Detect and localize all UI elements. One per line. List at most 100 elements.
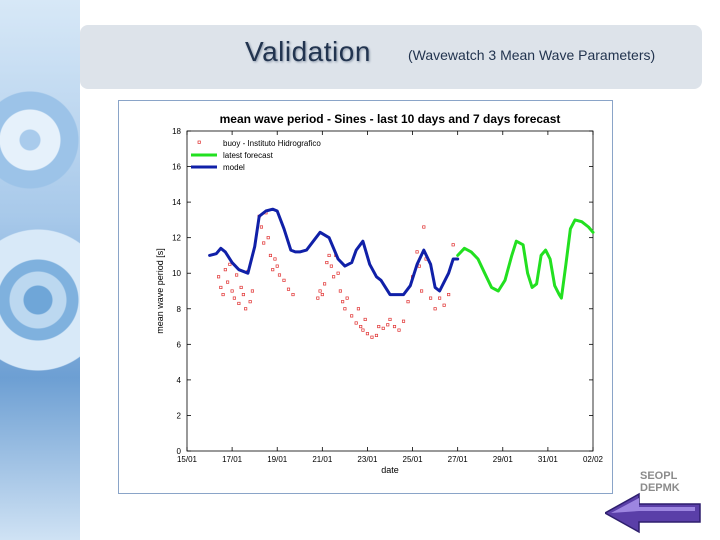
buoy-point [266, 236, 270, 240]
x-tick-label: 17/01 [222, 455, 243, 464]
wave-period-chart: 0 2 4 6 8 10 12 14 16 18 15/01 17/01 19/01 21/01 23/01… [155, 112, 604, 475]
buoy-point [259, 225, 263, 229]
buoy-point [356, 307, 360, 311]
x-tick-label: 02/02 [583, 455, 604, 464]
buoy-point [447, 293, 451, 297]
y-tick-label: 4 [177, 376, 182, 385]
x-tick-label: 29/01 [493, 455, 514, 464]
y-tick-label: 14 [172, 198, 181, 207]
buoy-point [291, 293, 295, 297]
buoy-point [327, 253, 331, 257]
buoy-point [325, 261, 329, 265]
buoy-point [422, 225, 426, 229]
buoy-point [381, 326, 385, 330]
buoy-point [420, 289, 424, 293]
buoy-point [388, 317, 392, 321]
y-tick-label: 12 [172, 234, 181, 243]
buoy-point [282, 278, 286, 282]
decorative-water-image [0, 0, 80, 540]
buoy-point [442, 303, 446, 307]
y-tick-label: 0 [177, 447, 182, 456]
buoy-point [354, 321, 358, 325]
x-tick-label: 21/01 [312, 455, 333, 464]
buoy-point [377, 325, 381, 329]
buoy-point [241, 293, 245, 297]
plot-area [186, 130, 594, 452]
y-tick-label: 8 [177, 305, 182, 314]
buoy-point [343, 307, 347, 311]
buoy-point [237, 301, 241, 305]
buoy-point [262, 241, 266, 245]
buoy-point [336, 271, 340, 275]
buoy-point [273, 257, 277, 261]
buoy-point [286, 287, 291, 291]
buoy-point [250, 289, 254, 293]
buoy-point [365, 332, 369, 336]
chart-frame: 0 2 4 6 8 10 12 14 16 18 15/01 17/01 19/01 21/01 23/01… [118, 100, 613, 494]
legend-label-forecast: latest forecast [223, 151, 274, 160]
x-tick-label: 31/01 [538, 455, 559, 464]
buoy-point [318, 289, 322, 293]
series-line-model [208, 207, 460, 297]
buoy-point [217, 275, 221, 279]
buoy-point [374, 333, 379, 337]
x-tick-label: 27/01 [448, 455, 469, 464]
buoy-point [361, 328, 365, 332]
chart-title: mean wave period - Sines - last 10 days … [220, 112, 561, 126]
series-line-latest-forecast [456, 218, 595, 300]
y-tick-label: 18 [172, 127, 181, 136]
buoy-point [338, 289, 342, 293]
legend-marker-buoy [197, 140, 201, 144]
page-subtitle: (Wavewatch 3 Mean Wave Parameters) [408, 47, 656, 63]
buoy-point [406, 300, 410, 304]
logo-line-1: SEOPL [640, 470, 678, 482]
y-tick-label: 16 [172, 163, 181, 172]
buoy-point [320, 293, 324, 297]
buoy-point [275, 264, 279, 268]
buoy-point [226, 280, 230, 284]
x-axis-label: date [381, 465, 399, 475]
buoy-point [277, 273, 282, 277]
buoy-point [438, 296, 442, 300]
x-tick-label: 25/01 [403, 455, 424, 464]
buoy-point [392, 325, 397, 329]
buoy-point [235, 273, 239, 277]
buoy-point [415, 250, 419, 254]
seopl-logo: SEOPL DEPMK [640, 470, 702, 508]
buoy-point [316, 296, 320, 300]
y-axis-label: mean wave period [s] [155, 248, 165, 334]
buoy-point [329, 264, 333, 268]
buoy-point [221, 293, 225, 297]
y-tick-label: 10 [172, 269, 181, 278]
buoy-point [332, 275, 336, 279]
buoy-point [268, 253, 273, 257]
buoy-point [219, 285, 223, 289]
buoy-point [230, 289, 234, 293]
buoy-point [228, 262, 232, 266]
buoy-point [341, 300, 345, 304]
buoy-point [417, 264, 421, 268]
x-tick-label: 15/01 [177, 455, 198, 464]
x-tick-label: 19/01 [267, 455, 288, 464]
buoy-point [386, 323, 390, 327]
title-bar [80, 25, 702, 89]
buoy-point [397, 328, 401, 332]
buoy-point [429, 296, 433, 300]
buoy-point [451, 243, 455, 247]
logo-line-2: DEPMK [640, 482, 680, 494]
buoy-point [345, 296, 349, 300]
buoy-point [248, 300, 252, 304]
buoy-point [239, 285, 243, 289]
buoy-point [350, 314, 354, 318]
x-tick-label: 23/01 [357, 455, 378, 464]
page-title: Validation [245, 36, 371, 67]
buoy-point [370, 335, 374, 339]
back-arrow-icon[interactable] [605, 478, 715, 538]
y-tick-label: 6 [177, 340, 182, 349]
buoy-point [223, 268, 227, 272]
buoy-point [271, 268, 275, 272]
buoy-point [363, 317, 367, 321]
legend-label-model: model [223, 163, 245, 172]
buoy-point [433, 307, 437, 311]
legend-label-buoy: buoy - Instituto Hidrografico [223, 139, 321, 148]
